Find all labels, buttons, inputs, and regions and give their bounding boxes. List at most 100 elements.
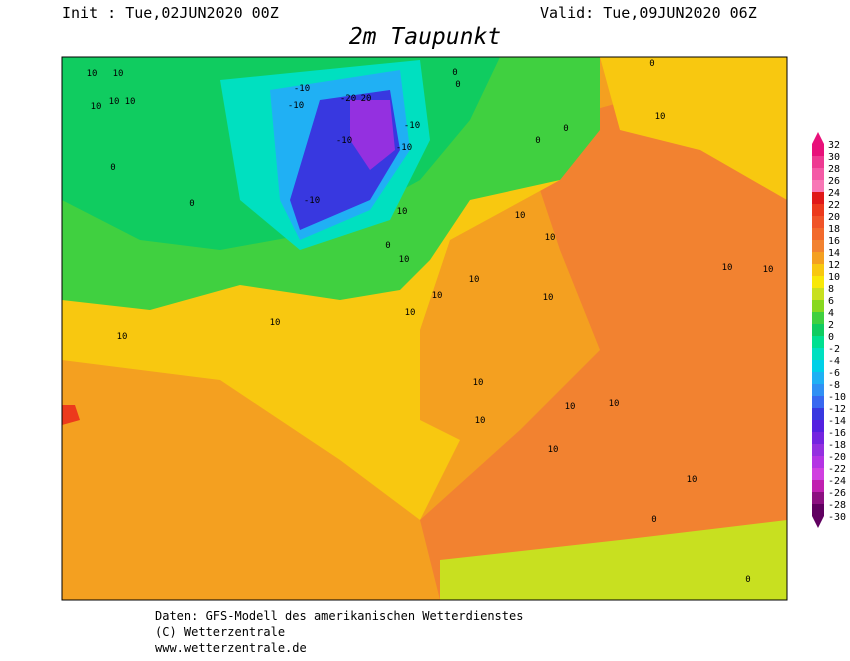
colorbar-segment bbox=[812, 324, 824, 336]
contour-label: 0 bbox=[189, 199, 194, 209]
contour-label: 10 bbox=[91, 102, 102, 112]
colorbar-segment bbox=[812, 228, 824, 240]
map-title: 2m Taupunkt bbox=[349, 24, 501, 50]
footer-line: (C) Wetterzentrale bbox=[155, 625, 285, 639]
map-field bbox=[62, 57, 787, 600]
colorbar-segment bbox=[812, 468, 824, 480]
colorbar-label: 4 bbox=[828, 308, 834, 319]
contour-label: 10 bbox=[609, 399, 620, 409]
colorbar-segment bbox=[812, 192, 824, 204]
contour-label: -10 bbox=[304, 196, 320, 206]
colorbar-label: 14 bbox=[828, 248, 840, 259]
colorbar-segment bbox=[812, 180, 824, 192]
contour-label: 10 bbox=[113, 69, 124, 79]
contour-label: 0 bbox=[563, 124, 568, 134]
colorbar-end bbox=[812, 132, 824, 144]
colorbar-segment bbox=[812, 288, 824, 300]
colorbar-label: -28 bbox=[828, 500, 846, 511]
contour-label: 0 bbox=[452, 68, 457, 78]
contour-label: 10 bbox=[548, 445, 559, 455]
map-frame bbox=[61, 56, 788, 601]
valid-label: Valid: Tue,09JUN2020 06Z bbox=[540, 4, 757, 22]
colorbar-label: -6 bbox=[828, 368, 840, 379]
colorbar-segment bbox=[812, 252, 824, 264]
contour-label: 10 bbox=[397, 207, 408, 217]
contour-label: 0 bbox=[535, 136, 540, 146]
colorbar-segment bbox=[812, 168, 824, 180]
contour-label: 10 bbox=[405, 308, 416, 318]
colorbar-segment bbox=[812, 204, 824, 216]
contour-label: 10 bbox=[473, 378, 484, 388]
contour-label: -10 bbox=[336, 136, 352, 146]
colorbar-segment bbox=[812, 372, 824, 384]
contour-label: 10 bbox=[763, 265, 774, 275]
contour-label: 10 bbox=[687, 475, 698, 485]
colorbar-segment bbox=[812, 456, 824, 468]
contour-label: -10 bbox=[396, 143, 412, 153]
colorbar-label: 8 bbox=[828, 284, 834, 295]
colorbar-segment bbox=[812, 276, 824, 288]
contour-label: 10 bbox=[87, 69, 98, 79]
colorbar-segment bbox=[812, 216, 824, 228]
contour-label: 10 bbox=[270, 318, 281, 328]
colorbar-label: -16 bbox=[828, 428, 846, 439]
contour-label: 10 bbox=[117, 332, 128, 342]
colorbar-segment bbox=[812, 480, 824, 492]
colorbar-label: -2 bbox=[828, 344, 840, 355]
colorbar-label: 6 bbox=[828, 296, 834, 307]
colorbar-label: -18 bbox=[828, 440, 846, 451]
contour-label: 10 bbox=[565, 402, 576, 412]
colorbar-segment bbox=[812, 384, 824, 396]
colorbar-segment bbox=[812, 312, 824, 324]
colorbar-label: 22 bbox=[828, 200, 840, 211]
colorbar-label: 28 bbox=[828, 164, 840, 175]
init-label: Init : Tue,02JUN2020 00Z bbox=[62, 4, 279, 22]
contour-label: 10 bbox=[399, 255, 410, 265]
colorbar-label: -26 bbox=[828, 488, 846, 499]
colorbar-label: -12 bbox=[828, 404, 846, 415]
colorbar-segment bbox=[812, 396, 824, 408]
colorbar-label: 10 bbox=[828, 272, 840, 283]
colorbar-segment bbox=[812, 504, 824, 516]
colorbar-segment bbox=[812, 300, 824, 312]
colorbar-segment bbox=[812, 420, 824, 432]
contour-label: 10 bbox=[515, 211, 526, 221]
colorbar-segment bbox=[812, 336, 824, 348]
contour-label: 0 bbox=[649, 59, 654, 69]
colorbar-label: -4 bbox=[828, 356, 840, 367]
colorbar-label: 26 bbox=[828, 176, 840, 187]
colorbar-segment bbox=[812, 156, 824, 168]
colorbar-label: -24 bbox=[828, 476, 846, 487]
contour-label: 10 bbox=[722, 263, 733, 273]
colorbar-segment bbox=[812, 492, 824, 504]
colorbar-label: 20 bbox=[828, 212, 840, 223]
colorbar-segment bbox=[812, 144, 824, 156]
footer-line: www.wetterzentrale.de bbox=[155, 641, 307, 655]
colorbar: 32302826242220181614121086420-2-4-6-8-10… bbox=[812, 132, 846, 528]
contour-label: 10 bbox=[469, 275, 480, 285]
contour-label: -20 bbox=[340, 94, 356, 104]
contour-label: 10 bbox=[125, 97, 136, 107]
colorbar-label: 0 bbox=[828, 332, 834, 343]
contour-label: 10 bbox=[543, 293, 554, 303]
contour-label: 0 bbox=[455, 80, 460, 90]
contour-label: 10 bbox=[432, 291, 443, 301]
colorbar-segment bbox=[812, 408, 824, 420]
colorbar-segment bbox=[812, 348, 824, 360]
contour-label: 10 bbox=[545, 233, 556, 243]
contour-label: 0 bbox=[651, 515, 656, 525]
colorbar-label: 12 bbox=[828, 260, 840, 271]
colorbar-segment bbox=[812, 360, 824, 372]
contour-label: 0 bbox=[110, 163, 115, 173]
colorbar-label: 16 bbox=[828, 236, 840, 247]
colorbar-label: -14 bbox=[828, 416, 846, 427]
contour-label: 10 bbox=[475, 416, 486, 426]
contour-labels: 10 10 10 10 10 -10 -10 -20 20 -10 -10 -10 -10 0 0 0 0 0 0 0… bbox=[87, 59, 774, 585]
colorbar-label: 32 bbox=[828, 140, 840, 151]
colorbar-label: -30 bbox=[828, 512, 846, 523]
colorbar-label: -22 bbox=[828, 464, 846, 475]
contour-label: 10 bbox=[109, 97, 120, 107]
colorbar-end bbox=[812, 516, 824, 528]
colorbar-segment bbox=[812, 432, 824, 444]
